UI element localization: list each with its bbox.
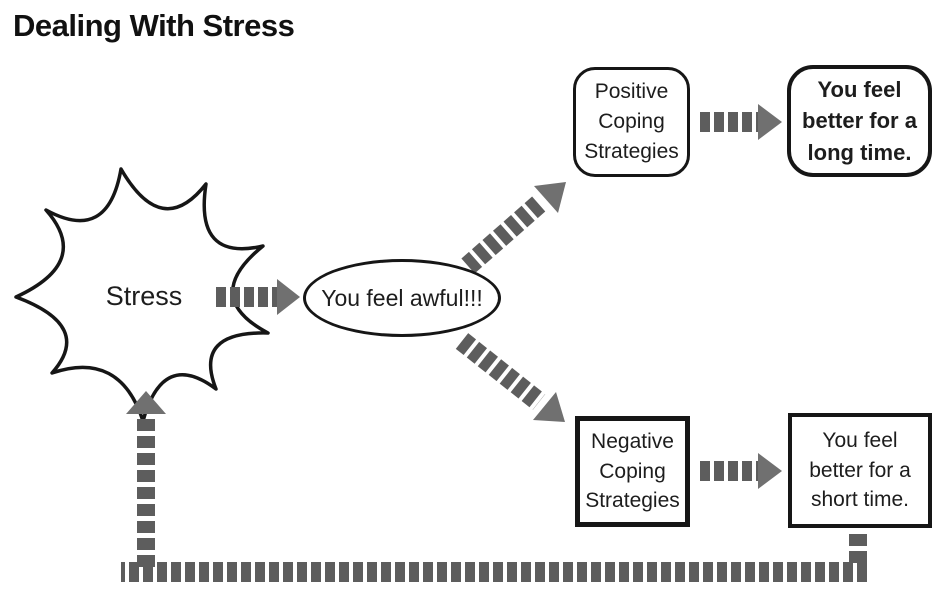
awful-node-label: You feel awful!!!: [321, 284, 483, 311]
page-title: Dealing With Stress: [13, 8, 295, 43]
longterm-outcome-label: You feel better for a long time.: [802, 77, 917, 165]
arrow-awful-to-negative-icon: [455, 333, 565, 422]
positive-coping-node: Positive Coping Strategies: [573, 67, 690, 177]
longterm-outcome-node: You feel better for a long time.: [787, 65, 932, 177]
arrow-feedback-loop-icon: [121, 391, 867, 582]
arrow-positive-to-longterm-icon: [700, 104, 782, 140]
shortterm-outcome-node: You feel better for a short time.: [788, 413, 932, 528]
negative-coping-node: Negative Coping Strategies: [575, 416, 690, 527]
stress-node-label: Stress: [105, 281, 183, 311]
arrow-negative-to-shortterm-icon: [700, 453, 782, 489]
starburst-icon: [14, 167, 270, 423]
arrow-awful-to-positive-icon: [461, 182, 566, 274]
shortterm-outcome-label: You feel better for a short time.: [809, 428, 911, 512]
awful-node: You feel awful!!!: [303, 259, 501, 337]
positive-coping-label: Positive Coping Strategies: [584, 80, 679, 163]
arrow-stress-to-awful-icon: [216, 279, 300, 315]
negative-coping-label: Negative Coping Strategies: [585, 429, 680, 513]
